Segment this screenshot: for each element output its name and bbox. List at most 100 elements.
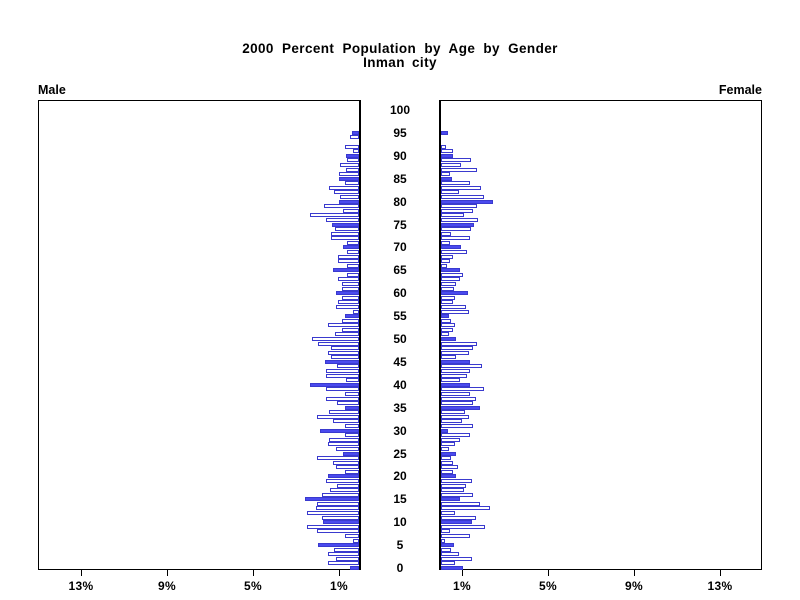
percent-tick-left-13 [81, 570, 82, 576]
pyramid-bar-female-age-30 [441, 429, 448, 433]
pyramid-bar-male-age-19 [326, 479, 359, 483]
pyramid-bar-female-age-51 [441, 332, 449, 336]
pyramid-bar-female-age-1 [441, 561, 455, 565]
pyramid-bar-male-age-85 [339, 177, 359, 181]
pyramid-bar-male-age-30 [320, 429, 359, 433]
pyramid-bar-male-age-31 [345, 424, 359, 428]
age-tick-label-80: 80 [393, 195, 407, 209]
pyramid-bar-female-age-50 [441, 337, 456, 341]
pyramid-bar-male-age-79 [324, 204, 359, 208]
pyramid-bar-female-age-88 [441, 163, 461, 167]
percent-tick-label-right-13: 13% [707, 579, 733, 593]
pyramid-bar-female-age-10 [441, 520, 472, 524]
pyramid-bar-female-age-57 [441, 305, 466, 309]
pyramid-bar-male-age-54 [342, 319, 359, 323]
pyramid-bar-female-age-59 [441, 296, 455, 300]
pyramid-bar-male-age-52 [342, 328, 359, 332]
pyramid-bar-female-age-17 [441, 488, 464, 492]
pyramid-bar-male-age-62 [342, 282, 359, 286]
pyramid-bar-female-age-5 [441, 543, 454, 547]
pyramid-bar-female-age-21 [441, 470, 453, 474]
pyramid-bar-female-age-68 [441, 255, 453, 259]
pyramid-bar-female-age-2 [441, 557, 472, 561]
age-tick-label-30: 30 [393, 424, 407, 438]
percent-tick-label-left-13: 13% [68, 579, 94, 593]
pyramid-bar-female-age-63 [441, 277, 460, 281]
pyramid-bar-male-age-75 [332, 223, 359, 227]
pyramid-bar-male-age-65 [333, 268, 359, 272]
pyramid-bar-female-age-37 [441, 397, 476, 401]
age-tick-label-15: 15 [393, 492, 407, 506]
pyramid-bar-male-age-20 [328, 474, 359, 478]
pyramid-bar-male-age-1 [328, 561, 359, 565]
pyramid-bar-male-age-49 [318, 342, 359, 346]
age-axis-labels: 100 95 90 85 80 75 70 65 60 55 50 45 40 35 30 25 20 15 10 5… [361, 100, 439, 580]
pyramid-bar-female-age-23 [441, 461, 453, 465]
pyramid-bar-female-age-75 [441, 223, 474, 227]
pyramid-bar-female-age-22 [441, 465, 458, 469]
pyramid-bar-male-age-71 [347, 241, 359, 245]
pyramid-bar-male-age-73 [331, 232, 359, 236]
pyramid-bar-male-age-13 [316, 506, 359, 510]
pyramid-bar-female-age-24 [441, 456, 451, 460]
pyramid-bar-female-age-83 [441, 186, 481, 190]
pyramid-bar-female-age-91 [441, 149, 453, 153]
pyramid-bar-female-age-28 [441, 438, 460, 442]
chart-subtitle: Inman city [363, 55, 437, 70]
pyramid-bar-male-age-63 [338, 277, 359, 281]
pyramid-bar-male-age-74 [335, 227, 359, 231]
pyramid-bar-male-age-91 [353, 149, 359, 153]
pyramid-bar-female-age-56 [441, 310, 469, 314]
pyramid-bar-male-age-95 [352, 131, 359, 135]
pyramid-bar-female-age-7 [441, 534, 470, 538]
pyramid-bar-male-age-44 [337, 364, 359, 368]
percent-tick-left-5 [253, 570, 254, 576]
pyramid-bar-female-age-35 [441, 406, 480, 410]
age-tick-label-0: 0 [396, 561, 404, 575]
pyramid-bar-male-age-89 [347, 158, 359, 162]
age-tick-label-55: 55 [393, 309, 407, 323]
pyramid-bar-male-age-78 [343, 209, 359, 213]
pyramid-bar-male-age-38 [345, 392, 359, 396]
pyramid-bar-male-age-90 [346, 154, 359, 158]
pyramid-bar-male-age-47 [328, 351, 359, 355]
pyramid-bar-female-age-58 [441, 300, 453, 304]
pyramid-bar-male-age-56 [353, 310, 359, 314]
pyramid-bar-female-age-6 [441, 539, 445, 543]
pyramid-bar-male-age-9 [307, 525, 359, 529]
pyramid-bar-female-age-66 [441, 264, 447, 268]
percent-tick-label-right-9: 9% [625, 579, 643, 593]
age-tick-label-50: 50 [393, 332, 407, 346]
pyramid-bar-male-age-67 [338, 259, 359, 263]
pyramid-bar-male-age-46 [331, 355, 359, 359]
male-panel-label: Male [38, 83, 66, 97]
pyramid-bar-female-age-73 [441, 232, 451, 236]
age-tick-label-70: 70 [393, 240, 407, 254]
percent-tick-label-right-5: 5% [539, 579, 557, 593]
age-tick-label-95: 95 [393, 126, 407, 140]
percent-tick-right-5 [548, 570, 549, 576]
pyramid-bar-female-age-78 [441, 209, 473, 213]
pyramid-bar-female-age-13 [441, 506, 490, 510]
percent-tick-right-13 [720, 570, 721, 576]
pyramid-bar-male-age-32 [333, 419, 359, 423]
pyramid-bar-male-age-21 [345, 470, 359, 474]
pyramid-bar-female-age-43 [441, 369, 470, 373]
pyramid-bar-female-age-9 [441, 525, 485, 529]
pyramid-bar-female-age-53 [441, 323, 455, 327]
pyramid-bar-female-age-20 [441, 474, 456, 478]
pyramid-bar-male-age-58 [338, 300, 359, 304]
pyramid-bar-female-age-49 [441, 342, 477, 346]
pyramid-bar-female-age-79 [441, 204, 477, 208]
pyramid-bar-female-age-86 [441, 172, 450, 176]
pyramid-bar-male-age-51 [335, 332, 359, 336]
pyramid-bar-male-age-57 [336, 305, 359, 309]
pyramid-bar-female-age-52 [441, 328, 453, 332]
pyramid-bar-male-age-16 [322, 493, 359, 497]
pyramid-bar-male-age-34 [329, 410, 359, 414]
pyramid-bar-male-age-0 [350, 566, 359, 570]
pyramid-bar-male-age-82 [334, 190, 359, 194]
pyramid-bar-female-age-15 [441, 497, 460, 501]
pyramid-bar-female-age-72 [441, 236, 470, 240]
